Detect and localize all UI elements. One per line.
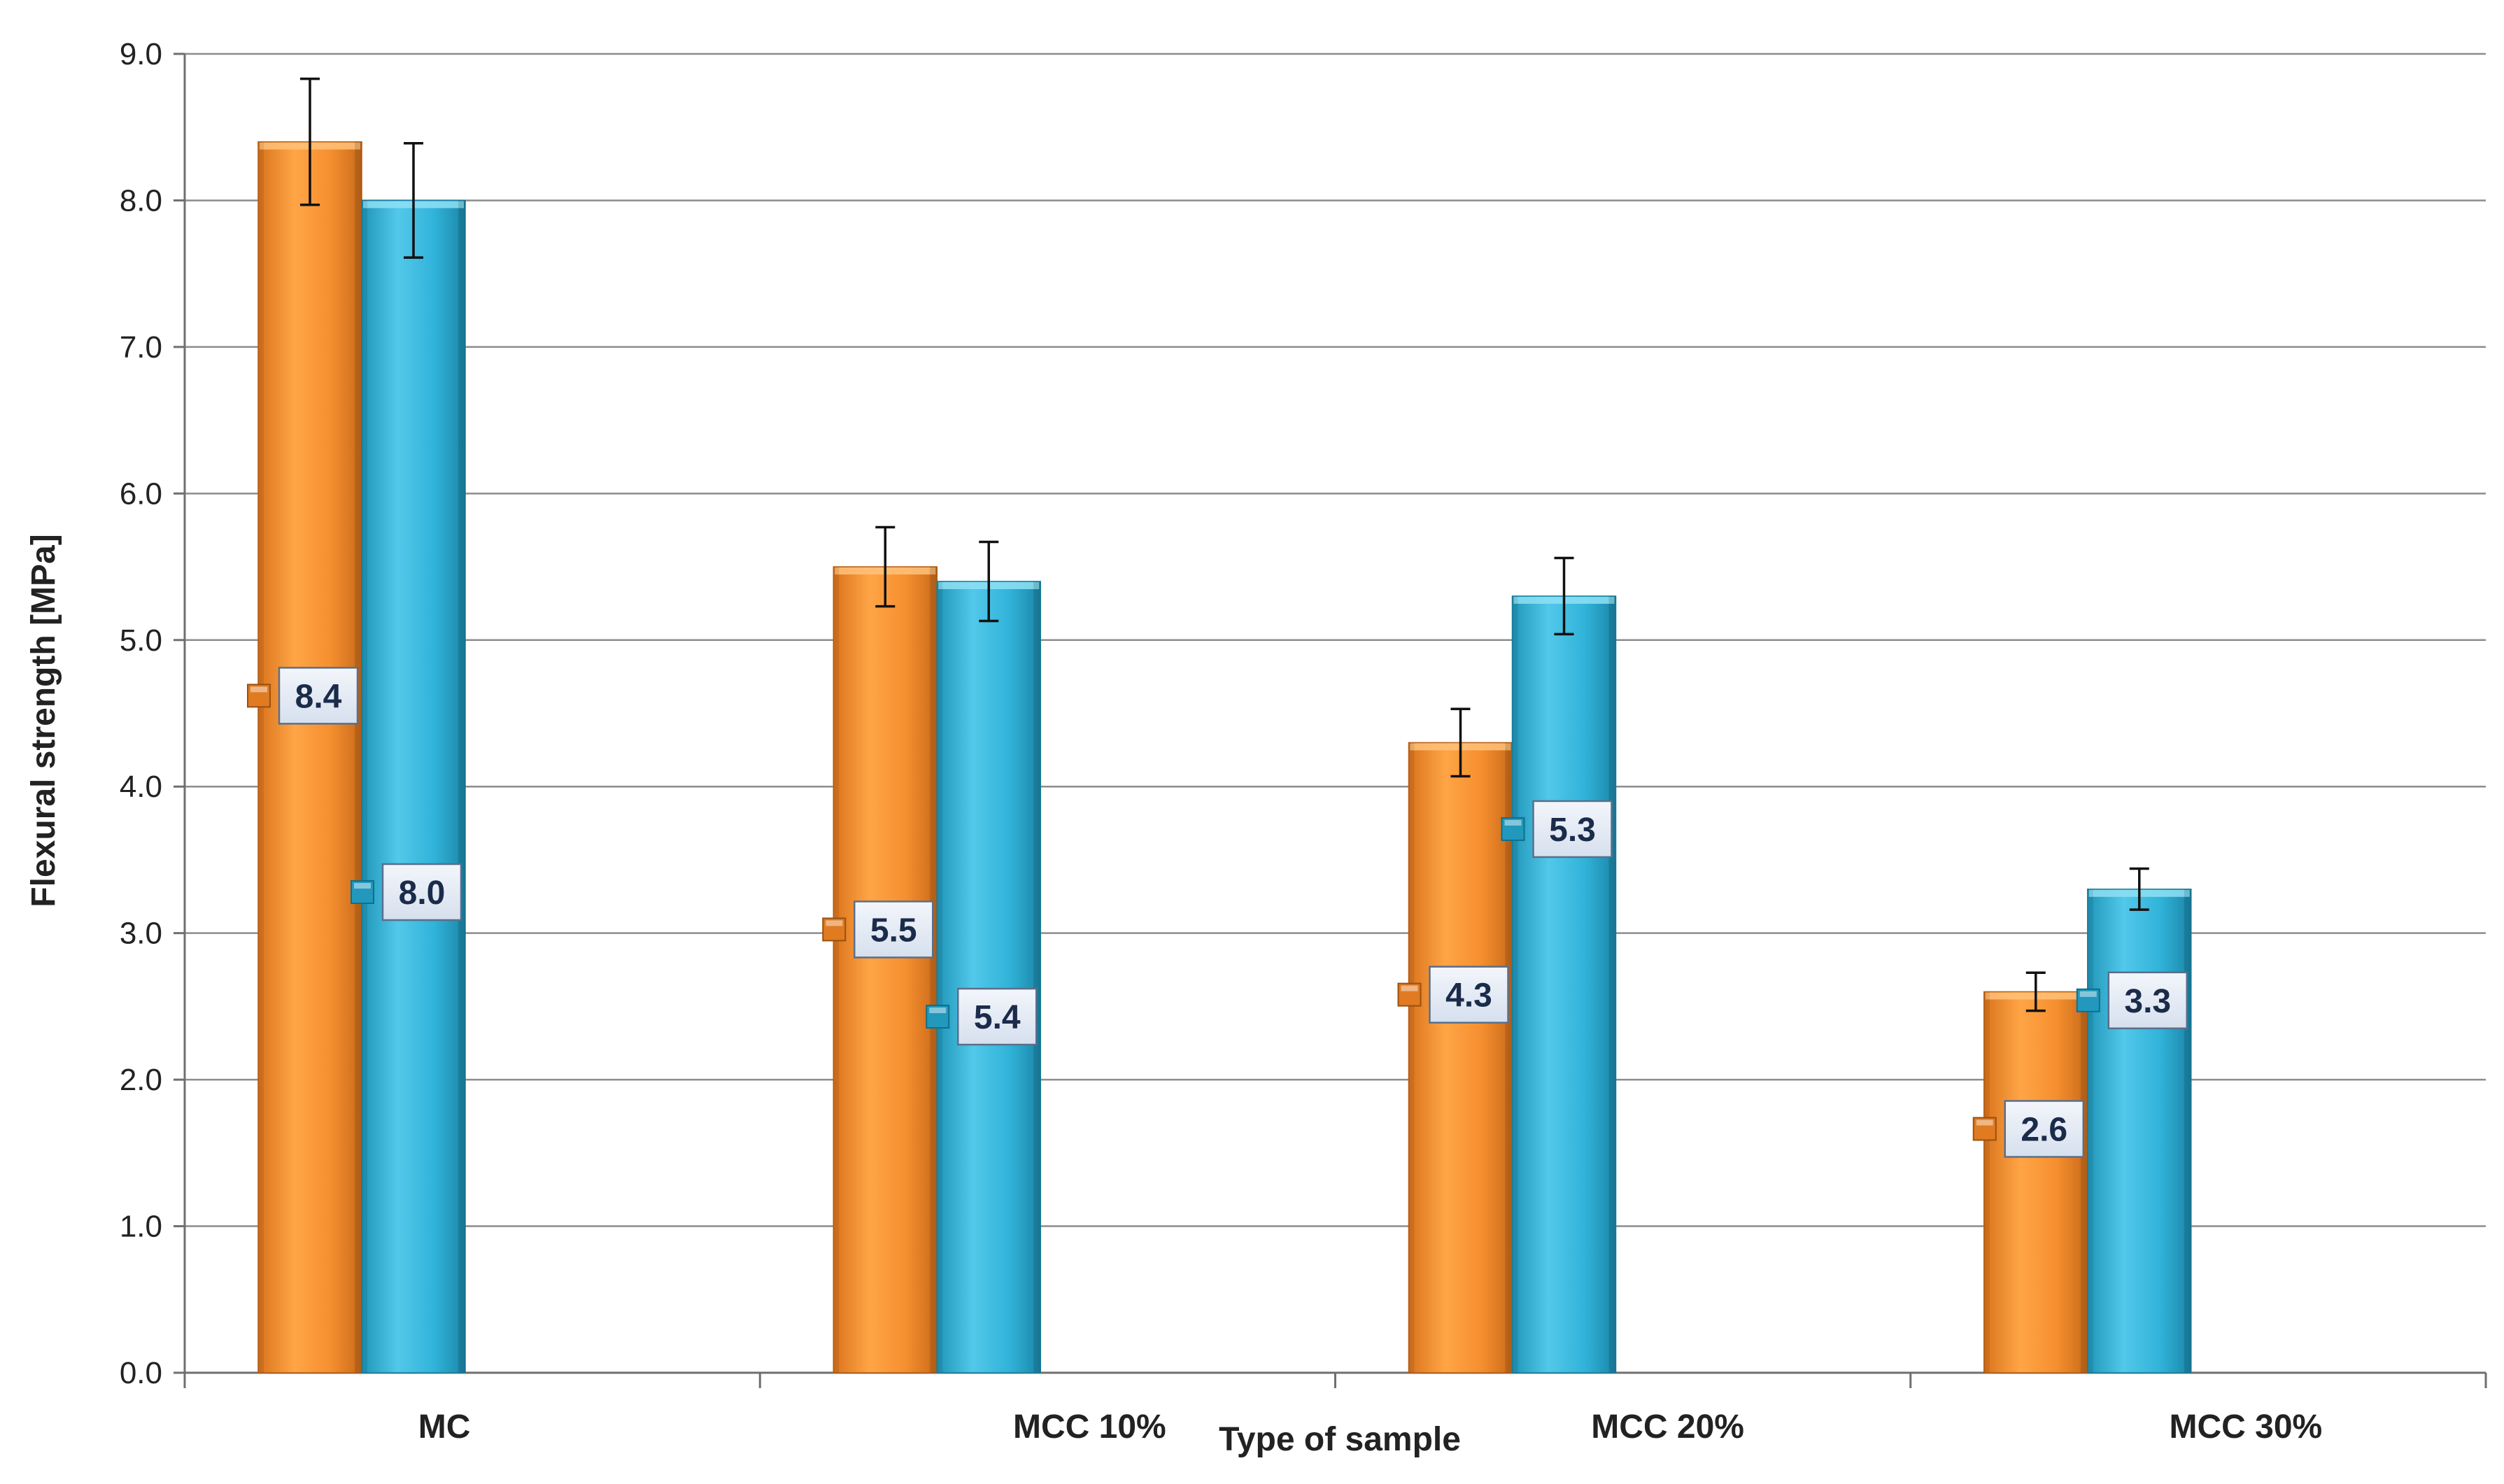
bar-series-orange-1	[833, 566, 938, 1373]
bar-series-orange-0	[257, 141, 362, 1373]
data-label-series-orange-0: 8.4	[247, 667, 359, 725]
y-tick-label: 5.0	[120, 623, 162, 658]
bar-edge-shade	[1512, 595, 1518, 1373]
data-label-box	[957, 987, 1038, 1046]
bar-edge-shade	[2080, 991, 2088, 1373]
marker-highlight	[826, 920, 843, 926]
y-tick-label: 7.0	[120, 330, 162, 365]
y-axis-title: Flexural strength [MPa]	[25, 534, 62, 907]
bar-edge-shade	[937, 581, 943, 1373]
data-label-text: 5.5	[870, 912, 917, 949]
marker-highlight	[250, 686, 267, 693]
data-label-box	[381, 863, 462, 921]
data-label-text: 5.3	[1549, 812, 1596, 849]
y-tick-label: 1.0	[120, 1210, 162, 1244]
y-tick-label: 2.0	[120, 1063, 162, 1097]
data-label-series-blue-1: 5.4	[926, 987, 1038, 1046]
bar-edge-shade	[1608, 595, 1616, 1373]
y-tick-label: 9.0	[120, 37, 162, 71]
legend-marker-orange-icon	[822, 917, 847, 942]
bar-edge-shade	[1408, 742, 1415, 1373]
data-label-series-orange-2: 4.3	[1397, 966, 1509, 1024]
marker-highlight	[2079, 991, 2097, 997]
bar-series-blue-0	[361, 199, 466, 1373]
data-label-text: 3.3	[2124, 983, 2171, 1020]
y-tick-label: 8.0	[120, 183, 162, 218]
x-category-label: MC	[418, 1408, 471, 1446]
legend-marker-blue-icon	[351, 880, 374, 905]
y-tick-label: 0.0	[120, 1356, 162, 1390]
legend-marker-orange-icon	[1972, 1117, 1997, 1141]
data-label-series-orange-1: 5.5	[822, 900, 934, 959]
data-label-box	[278, 667, 359, 725]
legend-marker-orange-icon	[1397, 982, 1422, 1007]
marker-highlight	[354, 883, 371, 889]
data-label-series-blue-0: 8.0	[351, 863, 462, 921]
bar-edge-shade	[1983, 991, 1990, 1373]
y-tick-label: 3.0	[120, 917, 162, 951]
bar-edge-shade	[833, 567, 840, 1373]
marker-highlight	[929, 1008, 947, 1014]
bar-edge-shade	[355, 141, 362, 1373]
data-label-box	[1532, 800, 1613, 858]
y-tick-label: 6.0	[120, 476, 162, 511]
legend-marker-blue-icon	[2076, 988, 2100, 1012]
data-label-box	[2107, 971, 2188, 1030]
bar-series-blue-3	[2087, 889, 2192, 1373]
data-label-text: 5.4	[974, 999, 1021, 1036]
legend-marker-blue-icon	[1501, 817, 1525, 841]
marker-highlight	[1401, 985, 1418, 991]
y-tick-label: 4.0	[120, 770, 162, 804]
bar-series-blue-1	[936, 581, 1041, 1373]
bar-edge-shade	[1505, 742, 1513, 1373]
data-label-box	[2004, 1100, 2084, 1158]
bar-series-blue-2	[1511, 595, 1617, 1373]
data-label-box	[1429, 966, 1509, 1024]
data-label-text: 8.4	[295, 678, 342, 715]
x-category-label: MCC 10%	[1013, 1408, 1166, 1446]
marker-highlight	[1504, 819, 1522, 826]
x-category-label: MCC 30%	[2170, 1408, 2323, 1446]
x-axis-title: Type of sample	[1219, 1421, 1461, 1458]
x-category-label: MCC 20%	[1591, 1408, 1744, 1446]
data-label-text: 2.6	[2021, 1111, 2067, 1148]
marker-highlight	[1976, 1119, 1993, 1126]
data-label-series-blue-3: 3.3	[2076, 971, 2188, 1030]
bar-edge-shade	[258, 141, 264, 1373]
data-label-series-orange-3: 2.6	[1972, 1100, 2084, 1158]
data-label-series-blue-2: 5.3	[1501, 800, 1613, 858]
bar-edge-shade	[362, 200, 367, 1373]
bar-series-orange-3	[1983, 991, 2088, 1373]
data-label-box	[854, 900, 934, 959]
bar-edge-shade	[2184, 889, 2191, 1373]
legend-marker-orange-icon	[247, 684, 271, 708]
bar-edge-shade	[458, 200, 465, 1373]
data-label-text: 4.3	[1445, 977, 1492, 1015]
bar-edge-shade	[930, 567, 938, 1373]
legend-marker-blue-icon	[926, 1005, 950, 1029]
data-label-text: 8.0	[399, 875, 446, 912]
bar-series-orange-2	[1408, 742, 1513, 1373]
bar-edge-shade	[1033, 581, 1041, 1373]
bar-edge-shade	[2087, 889, 2093, 1373]
